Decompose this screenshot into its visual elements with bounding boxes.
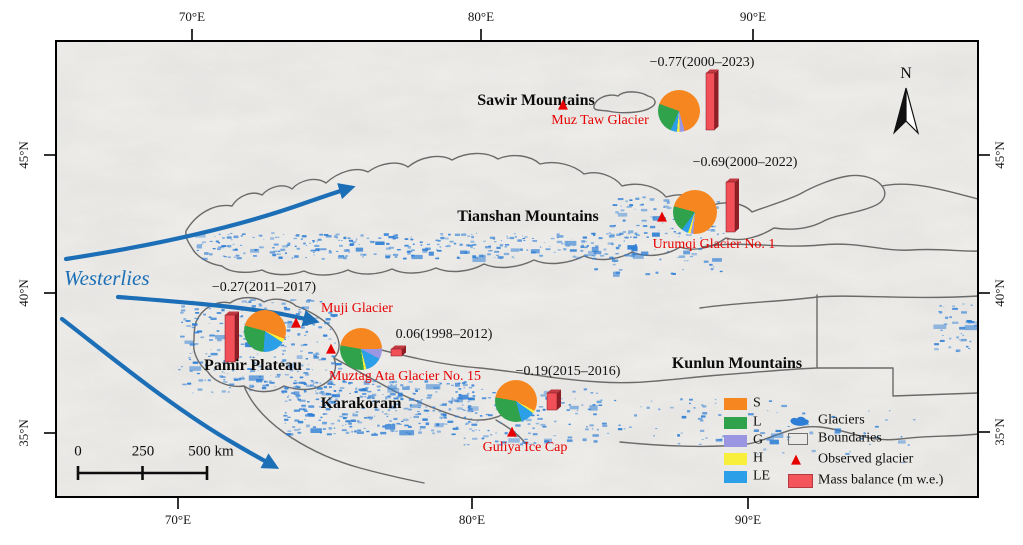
glacier-pie-chart (658, 90, 700, 132)
axis-ticks (44, 29, 990, 509)
glacier-pie-chart (244, 310, 286, 352)
scalebar-label: 0 (74, 443, 82, 460)
legend-item-label: Boundaries (818, 430, 882, 446)
axis-tick-label-left: 45°N (16, 141, 31, 169)
legend-item-label: Mass balance (m w.e.) (818, 472, 944, 488)
legend-class-swatch-h (724, 453, 747, 465)
glacier-patch-icon (788, 415, 811, 428)
hillshade-texture (56, 41, 978, 497)
observed-glacier-marker: ▲ (558, 97, 568, 113)
legend-class-swatch-s (724, 398, 747, 410)
map-frame (55, 40, 979, 498)
boundary-outlines (185, 91, 978, 484)
mass-balance-bar (705, 69, 719, 131)
north-arrow-label: N (900, 65, 912, 82)
axis-tick-label-top: 80°E (467, 9, 495, 24)
mass-balance-value-label: −0.19(2015–2016) (515, 364, 621, 379)
glacier-pie-chart (495, 380, 537, 422)
legend-item-label: Glaciers (818, 412, 865, 428)
axis-tick-label-left: 35°N (16, 419, 31, 447)
mountain-range-label: Pamir Plateau (204, 357, 302, 374)
observed-glacier-marker: ▲ (291, 315, 301, 331)
glacier-name-label: Muztag Ata Glacier No. 15 (328, 369, 482, 384)
axis-tick-label-right: 35°N (992, 418, 1007, 446)
legend-class-swatch-le (724, 471, 747, 483)
red-bar-icon (788, 473, 813, 488)
mass-balance-value-label: −0.69(2000–2022) (692, 155, 798, 170)
axis-tick-label-right: 45°N (992, 141, 1007, 169)
mass-balance-value-label: −0.27(2011–2017) (211, 280, 317, 295)
legend-class-swatch-g (724, 435, 747, 447)
mass-balance-value-label: 0.06(1998–2012) (395, 327, 493, 342)
observed-glacier-marker: ▲ (657, 209, 667, 225)
axis-tick-label-top: 90°E (739, 9, 767, 24)
glacier-pie-chart (673, 190, 717, 234)
observed-glacier-marker: ▲ (507, 424, 517, 440)
legend-class-label: LE (753, 468, 771, 484)
mass-balance-bars (224, 69, 739, 411)
mass-balance-value-label: −0.77(2000–2023) (649, 55, 755, 70)
red-triangle-icon: ▲ (791, 451, 801, 467)
legend-class-label: S (753, 395, 761, 411)
legend-item-label: Observed glacier (818, 451, 914, 467)
scalebar-lines (76, 466, 209, 480)
axis-tick-label-bottom: 70°E (164, 512, 192, 527)
axis-tick-label-left: 40°N (16, 279, 31, 307)
legend-class-label: G (753, 432, 764, 448)
axis-tick-label-top: 70°E (178, 9, 206, 24)
axis-tick-label-bottom: 80°E (458, 512, 486, 527)
mass-balance-bar (725, 178, 739, 233)
legend-class-label: L (753, 414, 762, 430)
legend-class-label: H (753, 450, 764, 466)
mountain-range-label: Karakoram (320, 395, 402, 412)
observed-glacier-marker: ▲ (326, 341, 336, 357)
boundary-box-icon (788, 433, 808, 445)
north-arrow-icon (893, 87, 920, 136)
mass-balance-bar (224, 311, 239, 363)
westerlies-label: Westerlies (64, 266, 150, 290)
mountain-range-label: Kunlun Mountains (671, 355, 803, 372)
legend-class-swatch-l (724, 416, 747, 429)
scalebar-label: 250 (131, 443, 155, 460)
glacier-name-label: Guliya Ice Cap (482, 440, 568, 455)
mass-balance-bar (390, 345, 406, 357)
glacier-name-label: Muji Glacier (321, 301, 393, 316)
mountain-range-label: Sawir Mountains (477, 92, 595, 109)
mountain-range-label: Tianshan Mountains (457, 208, 599, 225)
glacier-pie-chart (340, 328, 382, 370)
axis-tick-label-right: 40°N (992, 279, 1007, 307)
axis-tick-label-bottom: 90°E (734, 512, 762, 527)
scalebar-label: 500 km (188, 443, 234, 460)
mass-balance-bar (546, 389, 561, 411)
glacier-name-label: Urumqi Glacier No. 1 (652, 237, 776, 252)
glacier-name-label: Muz Taw Glacier (551, 113, 649, 128)
